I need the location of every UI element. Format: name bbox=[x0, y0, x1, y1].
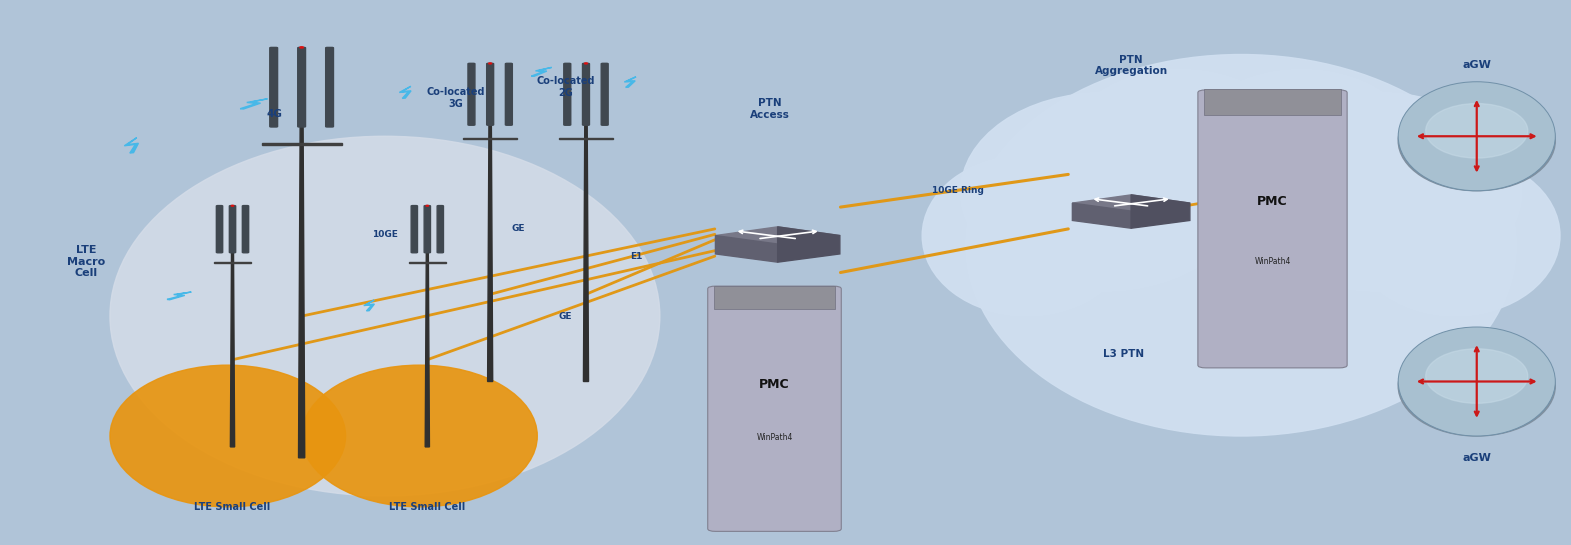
Ellipse shape bbox=[922, 156, 1131, 316]
Polygon shape bbox=[531, 68, 551, 76]
Text: 10GE: 10GE bbox=[372, 230, 397, 239]
FancyBboxPatch shape bbox=[325, 47, 333, 127]
Text: LTE Small Cell: LTE Small Cell bbox=[390, 502, 465, 512]
FancyBboxPatch shape bbox=[1197, 90, 1348, 368]
Text: PMC: PMC bbox=[1257, 195, 1288, 208]
FancyBboxPatch shape bbox=[468, 63, 474, 125]
Polygon shape bbox=[240, 99, 267, 109]
Polygon shape bbox=[167, 292, 192, 300]
Polygon shape bbox=[426, 229, 429, 447]
Circle shape bbox=[300, 47, 303, 48]
Polygon shape bbox=[408, 262, 446, 263]
Ellipse shape bbox=[1351, 156, 1560, 316]
FancyBboxPatch shape bbox=[564, 63, 570, 125]
FancyBboxPatch shape bbox=[298, 47, 305, 127]
Ellipse shape bbox=[1065, 70, 1296, 230]
Ellipse shape bbox=[1398, 336, 1555, 436]
Circle shape bbox=[426, 205, 429, 206]
Text: Co-located
2G: Co-located 2G bbox=[536, 76, 595, 98]
Polygon shape bbox=[1131, 195, 1189, 228]
Polygon shape bbox=[583, 94, 589, 382]
Polygon shape bbox=[715, 227, 840, 244]
Text: GE: GE bbox=[559, 312, 572, 320]
Text: LTE Small Cell: LTE Small Cell bbox=[195, 502, 270, 512]
Ellipse shape bbox=[966, 54, 1516, 436]
Text: GE: GE bbox=[512, 225, 525, 233]
Circle shape bbox=[489, 63, 492, 64]
Text: E1: E1 bbox=[630, 252, 643, 261]
Ellipse shape bbox=[1398, 82, 1555, 191]
Polygon shape bbox=[1073, 203, 1131, 228]
FancyBboxPatch shape bbox=[1205, 89, 1340, 115]
Polygon shape bbox=[463, 138, 517, 139]
FancyBboxPatch shape bbox=[707, 286, 842, 531]
Text: aGW: aGW bbox=[1463, 60, 1491, 70]
Ellipse shape bbox=[1186, 70, 1417, 230]
Text: L3 PTN: L3 PTN bbox=[1103, 349, 1144, 359]
FancyBboxPatch shape bbox=[713, 286, 836, 308]
FancyBboxPatch shape bbox=[217, 205, 223, 253]
FancyBboxPatch shape bbox=[487, 63, 493, 125]
Polygon shape bbox=[715, 235, 778, 262]
FancyBboxPatch shape bbox=[437, 205, 443, 253]
Text: WinPath4: WinPath4 bbox=[1254, 257, 1291, 266]
Text: 10GE Ring: 10GE Ring bbox=[932, 186, 985, 195]
Text: WinPath4: WinPath4 bbox=[756, 433, 793, 442]
FancyBboxPatch shape bbox=[506, 63, 512, 125]
Polygon shape bbox=[624, 77, 636, 87]
Ellipse shape bbox=[1398, 327, 1555, 436]
FancyBboxPatch shape bbox=[229, 205, 236, 253]
Text: LTE
Macro
Cell: LTE Macro Cell bbox=[68, 245, 105, 278]
Polygon shape bbox=[262, 143, 341, 144]
Ellipse shape bbox=[110, 136, 660, 496]
Circle shape bbox=[584, 63, 588, 64]
Ellipse shape bbox=[1398, 90, 1555, 191]
Text: PMC: PMC bbox=[759, 378, 790, 391]
Polygon shape bbox=[364, 300, 374, 311]
Text: aGW: aGW bbox=[1463, 453, 1491, 463]
Polygon shape bbox=[214, 262, 251, 263]
Ellipse shape bbox=[302, 365, 537, 507]
FancyBboxPatch shape bbox=[270, 47, 278, 127]
FancyBboxPatch shape bbox=[602, 63, 608, 125]
Ellipse shape bbox=[1425, 104, 1527, 158]
Ellipse shape bbox=[1425, 349, 1527, 403]
FancyBboxPatch shape bbox=[242, 205, 248, 253]
FancyBboxPatch shape bbox=[583, 63, 589, 125]
Ellipse shape bbox=[1235, 93, 1521, 291]
Text: 4G: 4G bbox=[267, 110, 283, 119]
Text: Co-located
3G: Co-located 3G bbox=[426, 87, 485, 109]
Polygon shape bbox=[559, 138, 613, 139]
Text: PTN
Access: PTN Access bbox=[749, 98, 790, 120]
Polygon shape bbox=[298, 87, 305, 458]
Polygon shape bbox=[124, 138, 138, 153]
Polygon shape bbox=[399, 86, 412, 99]
Text: PTN
Aggregation: PTN Aggregation bbox=[1095, 54, 1167, 76]
Polygon shape bbox=[231, 229, 234, 447]
Polygon shape bbox=[1073, 195, 1189, 211]
FancyBboxPatch shape bbox=[424, 205, 430, 253]
Ellipse shape bbox=[960, 93, 1247, 291]
Circle shape bbox=[231, 205, 234, 206]
Polygon shape bbox=[487, 94, 493, 382]
Ellipse shape bbox=[110, 365, 346, 507]
Polygon shape bbox=[778, 227, 840, 262]
FancyBboxPatch shape bbox=[412, 205, 418, 253]
